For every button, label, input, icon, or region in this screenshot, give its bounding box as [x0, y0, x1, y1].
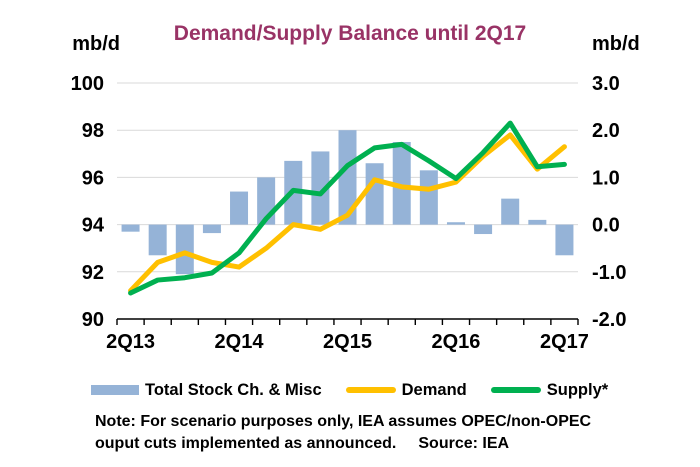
left-axis-tick-label: 98 [82, 120, 104, 142]
legend-item-stock: Total Stock Ch. & Misc [91, 381, 322, 400]
bar-1Q16 [419, 170, 438, 225]
stock-bar-swatch [91, 385, 139, 395]
x-axis-tick-label: 2Q14 [215, 331, 265, 353]
note: Note: For scenario purposes only, IEA as… [95, 411, 655, 455]
legend-item-supply: Supply* [490, 380, 609, 400]
bar-2Q17 [555, 224, 574, 256]
legend-label-demand: Demand [401, 380, 467, 399]
bar-1Q15 [311, 151, 330, 225]
legend-label-stock: Total Stock Ch. & Misc [145, 380, 322, 399]
right-axis-tick-label: 0.0 [592, 215, 620, 237]
bar-2Q16 [446, 222, 465, 225]
bar-1Q14 [202, 224, 221, 234]
demand-line-swatch [345, 387, 396, 393]
bar-3Q15 [365, 163, 384, 225]
bar-4Q16 [501, 198, 520, 225]
note-line-1: Note: For scenario purposes only, IEA as… [95, 413, 592, 430]
source-label: Source: IEA [418, 435, 510, 452]
right-axis-tick-label: 2.0 [592, 120, 620, 142]
legend: Total Stock Ch. & Misc Demand Supply* [91, 381, 608, 399]
legend-item-demand: Demand [345, 380, 467, 400]
left-axis-tick-label: 100 [71, 73, 104, 95]
bar-4Q15 [392, 142, 411, 225]
bar-4Q13 [175, 224, 194, 275]
bar-3Q16 [474, 224, 493, 235]
right-axis-unit-label: mb/d [592, 33, 640, 55]
left-axis-tick-label: 96 [82, 167, 104, 189]
bar-2Q14 [230, 191, 249, 225]
bar-1Q17 [528, 219, 547, 225]
note-line-2: ouput cuts implemented as announced. Sour… [95, 435, 510, 452]
left-axis-tick-label: 94 [82, 215, 105, 237]
bar-3Q13 [148, 224, 167, 256]
right-axis-tick-label: -2.0 [592, 309, 626, 331]
x-axis-tick-label: 2Q16 [432, 331, 481, 353]
left-axis-tick-label: 92 [82, 262, 104, 284]
legend-label-supply: Supply* [546, 380, 609, 399]
x-axis-tick-label: 2Q17 [540, 331, 589, 353]
right-axis-tick-label: 1.0 [592, 167, 620, 189]
chart-title: Demand/Supply Balance until 2Q17 [173, 22, 527, 45]
bar-2Q15 [338, 130, 357, 225]
demand-line [128, 132, 567, 294]
left-axis-tick-label: 90 [82, 309, 104, 331]
x-axis-tick-label: 2Q13 [106, 331, 155, 353]
right-axis-tick-label: -1.0 [592, 262, 626, 284]
x-axis-tick-label: 2Q15 [323, 331, 372, 353]
supply-line-swatch [490, 387, 541, 393]
plot-area: 100 3.0 98 2.0 96 1.0 94 0.0 92 -1.0 90 -2.0 2Q13 2Q1… [71, 73, 627, 353]
bar-2Q13 [121, 224, 140, 232]
left-axis-unit-label: mb/d [72, 33, 120, 55]
supply-line [128, 120, 567, 296]
right-axis-tick-label: 3.0 [592, 73, 620, 95]
